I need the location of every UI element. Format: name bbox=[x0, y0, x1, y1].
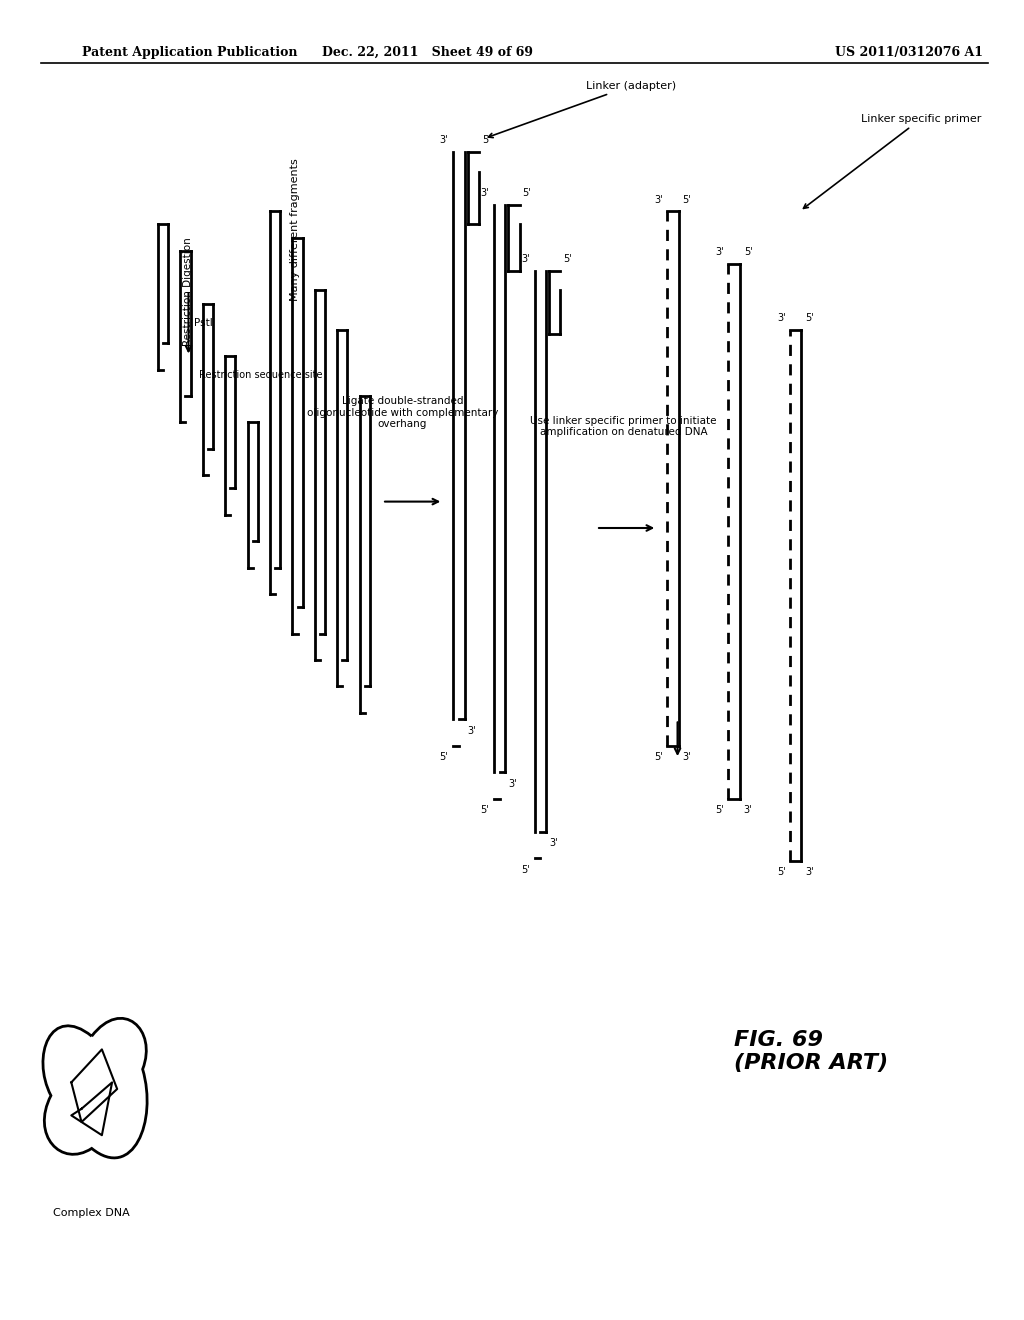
Text: Linker (adapter): Linker (adapter) bbox=[488, 81, 676, 137]
Text: 3': 3' bbox=[716, 247, 724, 257]
Text: 3': 3' bbox=[521, 253, 529, 264]
Text: 3': 3' bbox=[777, 313, 785, 323]
Text: 5': 5' bbox=[654, 752, 664, 763]
Text: Many different fragments: Many different fragments bbox=[291, 158, 300, 301]
Text: 5': 5' bbox=[480, 805, 489, 816]
Text: PstI: PstI bbox=[194, 318, 212, 329]
Text: 5': 5' bbox=[439, 752, 449, 763]
Text: 5': 5' bbox=[563, 253, 572, 264]
Text: 5': 5' bbox=[805, 313, 814, 323]
Text: Ligate double-stranded
oligonucleotide with complementary
overhang: Ligate double-stranded oligonucleotide w… bbox=[307, 396, 498, 429]
Text: Linker specific primer: Linker specific primer bbox=[804, 114, 981, 209]
Text: 5': 5' bbox=[743, 247, 753, 257]
Text: 3': 3' bbox=[549, 838, 558, 849]
Text: 3': 3' bbox=[805, 867, 813, 878]
Text: 5': 5' bbox=[521, 865, 529, 875]
Text: 3': 3' bbox=[683, 752, 691, 763]
Text: 5': 5' bbox=[522, 187, 531, 198]
Text: Patent Application Publication: Patent Application Publication bbox=[82, 46, 297, 59]
Text: 3': 3' bbox=[468, 726, 476, 737]
Text: Restriction sequence site: Restriction sequence site bbox=[199, 370, 323, 380]
Text: 3': 3' bbox=[654, 194, 664, 205]
Text: 3': 3' bbox=[508, 779, 517, 789]
Text: 5': 5' bbox=[683, 194, 691, 205]
Text: 5': 5' bbox=[716, 805, 724, 816]
Text: 3': 3' bbox=[743, 805, 753, 816]
Text: 5': 5' bbox=[482, 135, 490, 145]
Text: US 2011/0312076 A1: US 2011/0312076 A1 bbox=[836, 46, 983, 59]
Text: 3': 3' bbox=[439, 135, 449, 145]
Text: Restriction Digestion: Restriction Digestion bbox=[183, 238, 194, 346]
Text: Dec. 22, 2011   Sheet 49 of 69: Dec. 22, 2011 Sheet 49 of 69 bbox=[323, 46, 534, 59]
Text: Complex DNA: Complex DNA bbox=[53, 1208, 130, 1218]
Text: Use linker specific primer to initiate
amplification on denatured DNA: Use linker specific primer to initiate a… bbox=[530, 416, 717, 437]
Text: 3': 3' bbox=[480, 187, 489, 198]
Text: 5': 5' bbox=[777, 867, 785, 878]
Text: FIG. 69
(PRIOR ART): FIG. 69 (PRIOR ART) bbox=[733, 1030, 888, 1073]
